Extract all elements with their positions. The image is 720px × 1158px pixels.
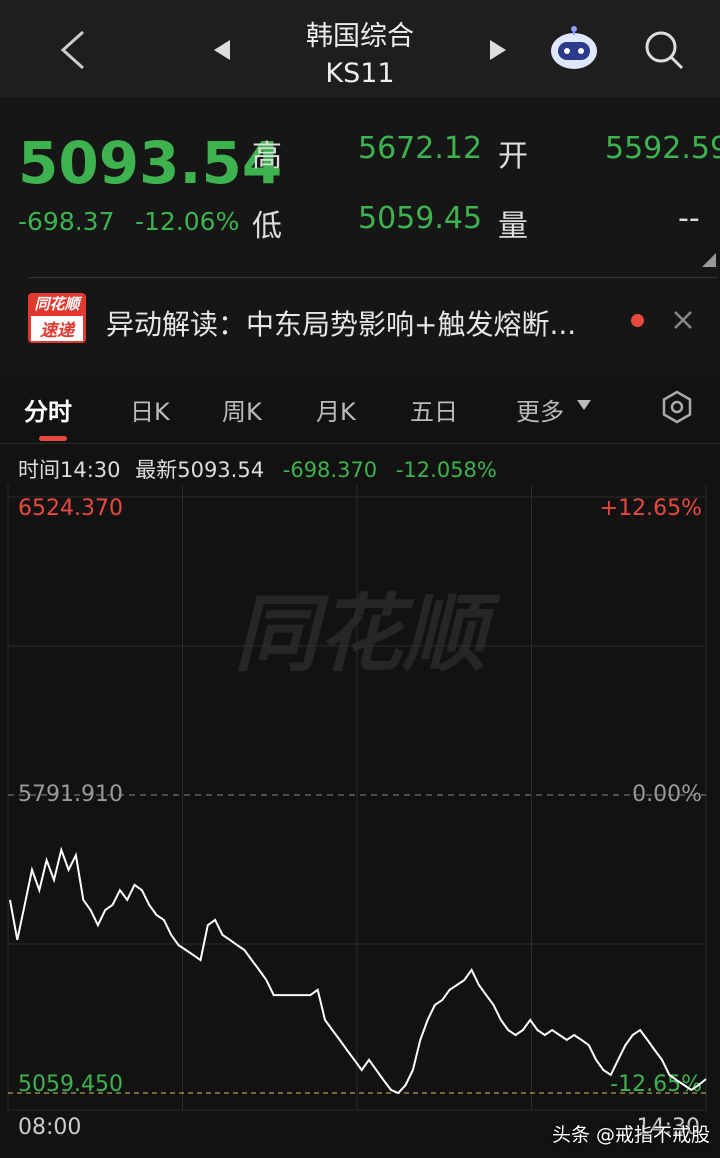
price: 5093.54	[18, 129, 283, 197]
code: KS11	[325, 58, 395, 89]
assistant-icon[interactable]	[548, 24, 600, 72]
expand-corner[interactable]	[702, 253, 716, 267]
info-change: -698.370	[282, 458, 378, 482]
field-label: 低	[252, 209, 282, 244]
latest-label: 最新	[135, 458, 178, 482]
field-value: 5592.59	[605, 131, 720, 166]
field-label: 量	[498, 209, 528, 244]
title: 韩国综合	[306, 21, 414, 52]
divider	[0, 443, 720, 444]
chart: 同花顺 6524.370 5791.910 5059.450 +12.65% 0.00%…	[7, 485, 707, 1140]
close-button[interactable]	[672, 309, 694, 331]
change-pct: -12.06%	[135, 207, 240, 236]
y-tick-label: 5059.450	[18, 1072, 123, 1097]
back-button[interactable]	[55, 28, 91, 72]
tab-indicator	[39, 436, 67, 441]
tab[interactable]: 月K	[316, 398, 356, 426]
tab[interactable]: 分时	[24, 398, 72, 426]
x-tick-label: 14:30	[637, 1115, 700, 1140]
y-tick-label: 5791.910	[18, 782, 123, 807]
y-tick-label: 6524.370	[18, 496, 123, 521]
logo-bottom: 速递	[31, 316, 83, 341]
field-label: 开	[498, 139, 528, 174]
field-value: 5672.12	[358, 131, 483, 166]
quote-panel: 5093.54 -698.37 -12.06% 高 5672.12 开 5592…	[0, 97, 720, 375]
top-bar: 韩国综合 KS11	[0, 0, 720, 97]
info-line: 时间14:30 最新5093.54 -698.370 -12.058%	[18, 454, 497, 484]
logo-top: 同花顺	[34, 295, 80, 313]
next-button[interactable]	[488, 38, 508, 62]
time-label: 时间	[18, 458, 60, 482]
tab[interactable]: 日K	[130, 398, 170, 426]
latest: 5093.54	[177, 458, 265, 482]
y2-tick-label: -12.65%	[610, 1072, 702, 1097]
settings-button[interactable]	[660, 390, 694, 424]
x-tick-label: 08:00	[18, 1115, 81, 1140]
more-arrow	[577, 400, 591, 410]
y2-tick-label: +12.65%	[600, 496, 702, 521]
search-button[interactable]	[642, 28, 686, 72]
prev-button[interactable]	[212, 38, 232, 62]
banner-text[interactable]: 异动解读：中东局势影响+触发熔断...	[106, 308, 577, 341]
unread-dot	[631, 314, 644, 327]
footer-watermark: 头条 @戒指不戒股	[552, 1124, 711, 1146]
change: -698.37	[18, 207, 115, 236]
banner-logo: 同花顺 速递	[28, 293, 86, 343]
tab[interactable]: 五日	[410, 398, 458, 426]
y2-tick-label: 0.00%	[632, 782, 702, 807]
tab[interactable]: 更多	[516, 398, 564, 426]
watermark: 同花顺	[234, 585, 501, 683]
divider	[28, 277, 718, 278]
info-change-pct: -12.058%	[395, 458, 497, 482]
field-value: --	[678, 201, 700, 236]
time: 14:30	[60, 458, 121, 482]
price-line	[9, 846, 707, 1095]
field-value: 5059.45	[358, 201, 483, 236]
field-label: 高	[252, 139, 282, 174]
tab[interactable]: 周K	[222, 398, 262, 426]
